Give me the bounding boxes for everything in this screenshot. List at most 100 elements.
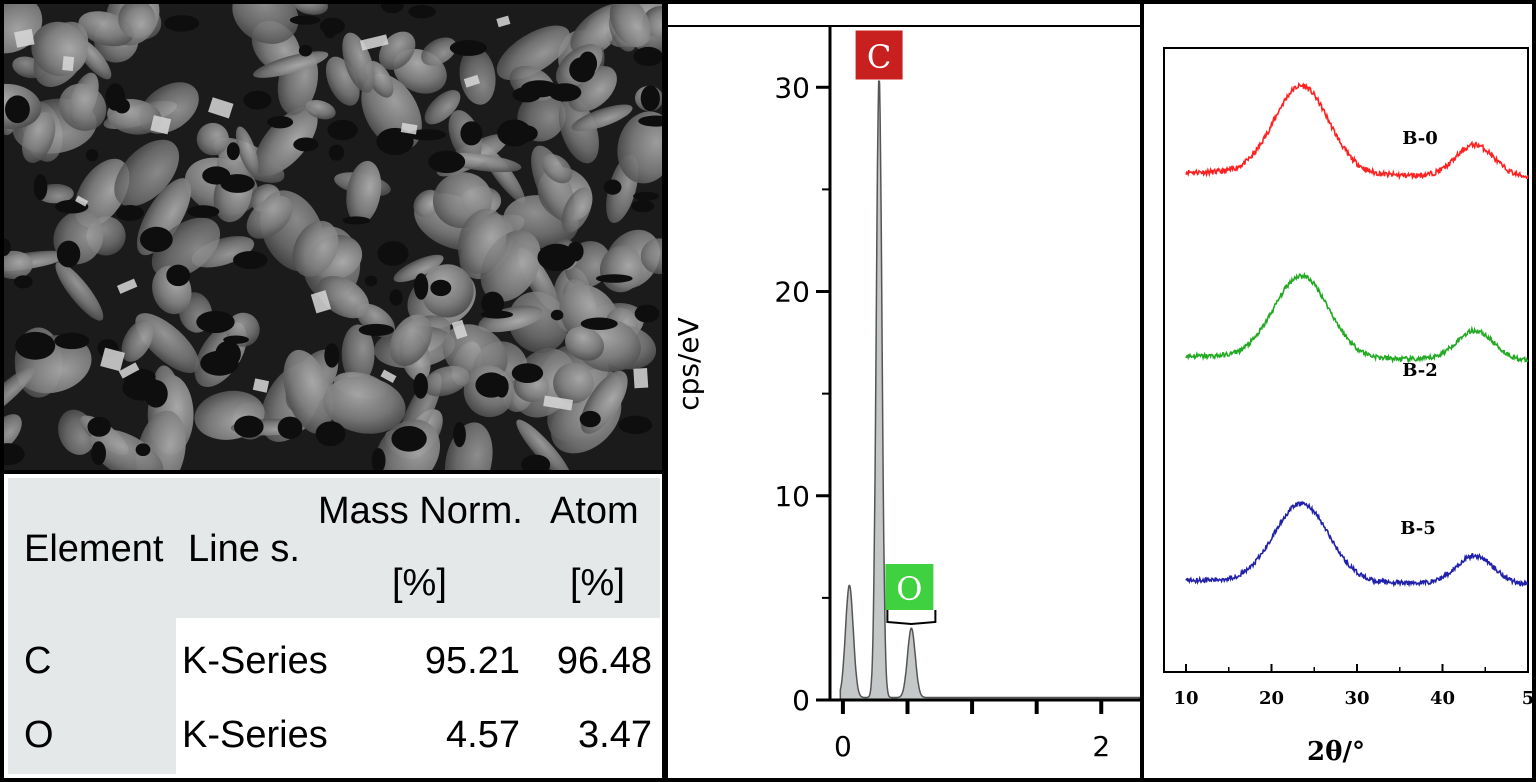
sem-pore [595,274,633,283]
xrd-series-label: B-2 [1402,360,1438,381]
eds-spectrum-panel: 0 10 20 30 0 2 cps/eV C O [664,0,1144,782]
sem-grain [293,4,329,15]
sem-pore [633,46,662,67]
sem-pore [87,416,111,437]
sem-flake [543,395,574,411]
header-atom-top: Atom [550,490,639,532]
xrd-x-tick-label: 20 [1259,688,1284,709]
sem-grain [292,220,339,277]
sem-pore [618,415,653,435]
eds-spectrum-series [839,74,1141,701]
sem-grain [55,262,104,321]
sem-flake [380,369,397,383]
sem-pore [633,191,659,201]
sem-pore [453,422,466,448]
row-c-atom: 96.48 [556,640,652,682]
sem-pore [413,372,429,399]
eds-annotation-o-bracket [886,610,937,626]
sem-flake [208,97,234,119]
sem-pore [389,289,403,306]
sem-pore [4,443,25,466]
sem-pore [293,137,319,152]
sem-pore [569,57,596,83]
sem-pore [233,251,268,270]
sem-pore [494,375,509,398]
sem-pore [164,15,200,32]
xrd-x-axis-label: 2θ/° [1307,737,1365,767]
sem-flake [252,378,270,393]
xrd-series-label: B-0 [1402,128,1438,149]
sem-grain [640,238,662,275]
sem-grain [118,4,156,39]
sem-pore [603,179,622,195]
eds-annotation-o-box [885,564,934,610]
sem-grain [393,254,444,283]
sem-grain [283,349,334,434]
row-o-atom: 3.47 [578,714,652,756]
sem-pore [243,90,272,110]
sem-pore [85,149,99,162]
sem-pore [430,279,452,297]
sem-pore [481,291,505,316]
sem-flake [400,122,418,135]
sem-pore [298,44,313,57]
header-line: Line s. [188,528,300,570]
sem-pore [327,119,358,141]
xrd-chart: B-0 B-2 B-5 10 20 30 40 5 2θ/° [1163,47,1534,767]
sem-grain [422,365,470,397]
sem-grain [421,37,457,66]
table-header-background [8,478,660,618]
sem-grain [342,32,375,93]
table-column-background [8,618,176,774]
sem-pore [187,205,220,218]
sem-flake [150,115,172,135]
xrd-series-b-2 [1185,271,1529,364]
sem-grain [564,326,605,361]
sem-pore [521,454,551,470]
sem-pore [364,275,378,287]
sem-micrograph [4,4,662,470]
sem-grain [389,314,433,367]
sem-grain [74,158,130,227]
sem-pore [376,127,414,155]
eds-x-tick-label: 0 [834,730,852,763]
sem-grain [561,187,593,233]
sem-pore [4,238,11,256]
sem-grain [323,376,406,434]
sem-pore [631,200,655,213]
sem-grain [4,414,22,453]
sem-pore [289,15,321,25]
sem-pore [460,121,483,146]
sem-pore [200,350,239,376]
sem-pore [277,416,303,439]
sem-pore [638,115,662,127]
sem-grain [341,324,375,384]
sem-grain [516,419,572,470]
sem-micrograph-image [0,0,666,474]
eds-annotation-c-label: C [867,38,891,76]
eds-annotation-c-box [854,29,904,81]
xrd-series-label: B-5 [1400,518,1436,539]
sem-pore [267,116,294,129]
sem-grain [136,410,186,470]
sem-pore [579,410,601,428]
sem-pore [233,415,264,438]
xrd-series-b-5 [1185,500,1529,588]
sem-grain [235,126,259,176]
sem-grain [378,31,416,70]
row-c-line: K-Series [182,640,328,682]
sem-pore [413,273,429,300]
xrd-series-b-0 [1185,81,1529,181]
sem-grain [22,112,56,163]
sem-grain [246,195,293,239]
sem-grain [571,104,633,132]
sem-pore [391,425,427,452]
sem-grain [553,362,594,404]
sem-pore [33,174,48,201]
sem-flake [100,347,125,372]
sem-flake [118,362,140,379]
sem-pore [511,363,544,383]
sem-grain [253,51,329,78]
sem-pore [135,443,151,457]
sem-pore [358,323,395,337]
